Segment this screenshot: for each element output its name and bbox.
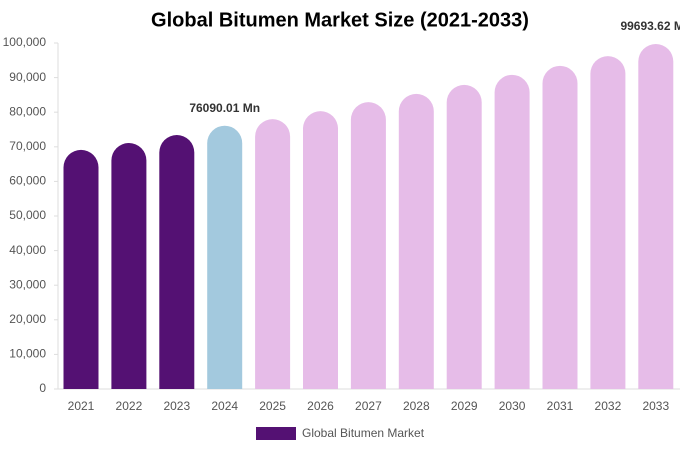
x-tick-label: 2029	[451, 399, 478, 413]
x-tick-label: 2023	[163, 399, 190, 413]
legend-label: Global Bitumen Market	[302, 426, 425, 440]
value-label: 99693.62 Mn	[620, 19, 680, 33]
y-tick-label: 70,000	[9, 139, 46, 153]
bar	[303, 111, 338, 389]
y-tick-label: 100,000	[3, 35, 47, 49]
x-tick-label: 2027	[355, 399, 382, 413]
y-tick-label: 40,000	[9, 243, 46, 257]
value-label: 76090.01 Mn	[189, 101, 260, 115]
x-tick-label: 2028	[403, 399, 430, 413]
bar	[63, 149, 99, 389]
y-tick-label: 60,000	[9, 174, 46, 188]
bar	[542, 65, 578, 390]
bar	[207, 125, 243, 389]
y-tick-label: 80,000	[9, 104, 46, 118]
y-tick-label: 10,000	[9, 347, 46, 361]
x-tick-label: 2032	[595, 399, 622, 413]
x-tick-label: 2031	[547, 399, 574, 413]
y-tick-label: 30,000	[9, 277, 46, 291]
y-tick-label: 90,000	[9, 70, 46, 84]
x-tick-label: 2021	[68, 399, 95, 413]
y-tick-label: 20,000	[9, 312, 46, 326]
y-tick-label: 0	[39, 381, 46, 395]
bar	[255, 119, 291, 390]
bar	[159, 135, 195, 389]
bar	[398, 93, 434, 389]
bar	[638, 44, 674, 390]
x-tick-label: 2025	[259, 399, 286, 413]
y-tick-label: 50,000	[9, 208, 46, 222]
x-tick-label: 2033	[642, 399, 669, 413]
bar	[590, 56, 626, 389]
x-tick-label: 2030	[499, 399, 526, 413]
bar	[494, 74, 530, 389]
x-tick-label: 2022	[116, 399, 143, 413]
bar	[446, 84, 482, 389]
x-tick-label: 2026	[307, 399, 334, 413]
bar	[111, 143, 147, 389]
x-tick-label: 2024	[211, 399, 238, 413]
legend-swatch	[256, 427, 296, 440]
chart-title: Global Bitumen Market Size (2021-2033)	[151, 9, 529, 31]
bar	[350, 102, 386, 389]
